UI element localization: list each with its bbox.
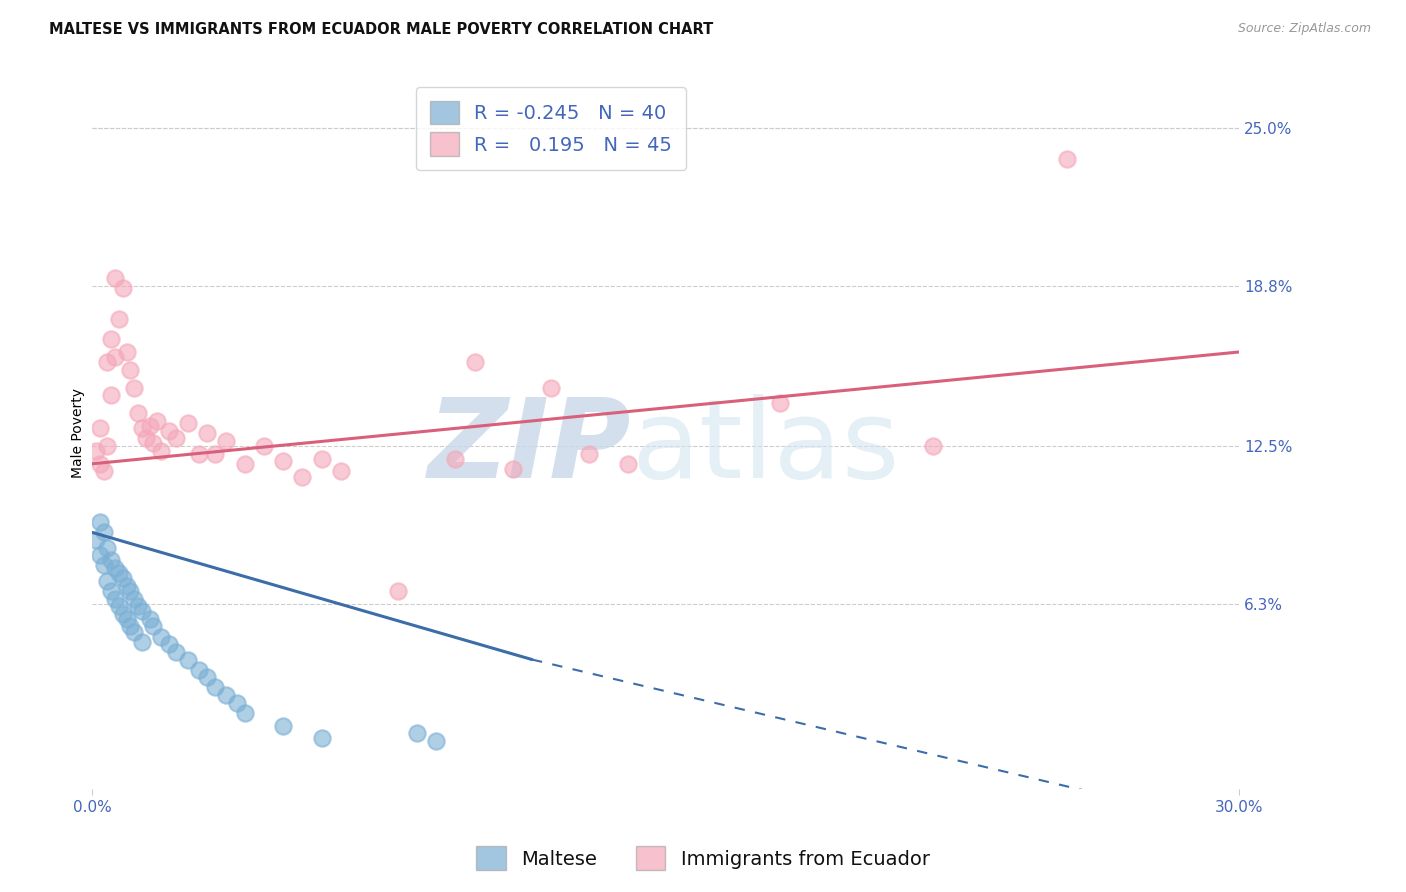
Point xyxy=(195,426,218,441)
Point xyxy=(406,726,429,740)
Point xyxy=(84,533,107,547)
Point xyxy=(93,525,115,540)
Point xyxy=(177,652,200,666)
Point xyxy=(111,281,134,295)
Point xyxy=(100,332,122,346)
Text: MALTESE VS IMMIGRANTS FROM ECUADOR MALE POVERTY CORRELATION CHART: MALTESE VS IMMIGRANTS FROM ECUADOR MALE … xyxy=(49,22,713,37)
Point xyxy=(122,624,145,639)
Legend: R = -0.245   N = 40, R =   0.195   N = 45: R = -0.245 N = 40, R = 0.195 N = 45 xyxy=(416,87,686,169)
Point xyxy=(96,541,118,555)
Point xyxy=(131,634,153,648)
Point xyxy=(215,688,238,702)
Point xyxy=(120,583,142,598)
Point xyxy=(131,604,153,618)
Point xyxy=(93,464,115,478)
Point xyxy=(311,451,333,466)
Point xyxy=(108,599,131,614)
Point xyxy=(150,444,173,458)
Point xyxy=(115,345,138,359)
Point xyxy=(138,612,160,626)
Point xyxy=(127,599,149,614)
Point xyxy=(922,439,945,453)
Point xyxy=(177,416,200,430)
Point xyxy=(425,734,447,748)
Legend: Maltese, Immigrants from Ecuador: Maltese, Immigrants from Ecuador xyxy=(468,838,938,878)
Point xyxy=(195,670,218,684)
Point xyxy=(188,663,211,677)
Point xyxy=(111,571,134,585)
Point xyxy=(150,630,173,644)
Point xyxy=(100,583,122,598)
Y-axis label: Male Poverty: Male Poverty xyxy=(72,388,86,478)
Point xyxy=(204,681,226,695)
Point xyxy=(157,637,180,651)
Point xyxy=(215,434,238,448)
Point xyxy=(96,439,118,453)
Point xyxy=(120,619,142,633)
Text: Source: ZipAtlas.com: Source: ZipAtlas.com xyxy=(1237,22,1371,36)
Point xyxy=(89,457,111,471)
Point xyxy=(188,447,211,461)
Point xyxy=(444,451,467,466)
Point xyxy=(104,591,127,606)
Point xyxy=(131,421,153,435)
Point xyxy=(142,619,165,633)
Point xyxy=(122,380,145,394)
Point xyxy=(204,447,226,461)
Point xyxy=(100,553,122,567)
Point xyxy=(233,457,256,471)
Point xyxy=(135,431,157,445)
Point xyxy=(165,431,187,445)
Point xyxy=(120,363,142,377)
Point xyxy=(226,696,249,710)
Point xyxy=(329,464,352,478)
Point xyxy=(104,561,127,575)
Point xyxy=(464,355,486,369)
Point xyxy=(96,574,118,588)
Point xyxy=(273,454,295,468)
Point xyxy=(108,312,131,326)
Point xyxy=(146,414,169,428)
Point xyxy=(142,436,165,450)
Point xyxy=(540,380,562,394)
Point xyxy=(233,706,256,720)
Point xyxy=(89,549,111,563)
Point xyxy=(115,579,138,593)
Point xyxy=(111,607,134,621)
Point xyxy=(104,350,127,364)
Point xyxy=(1056,152,1078,166)
Point xyxy=(96,355,118,369)
Point xyxy=(769,396,792,410)
Point xyxy=(108,566,131,580)
Point xyxy=(84,444,107,458)
Point xyxy=(616,457,638,471)
Text: ZIP: ZIP xyxy=(427,394,631,501)
Point xyxy=(311,731,333,746)
Point xyxy=(502,462,524,476)
Point xyxy=(165,645,187,659)
Point xyxy=(253,439,276,453)
Point xyxy=(100,388,122,402)
Point xyxy=(138,418,160,433)
Point xyxy=(578,447,600,461)
Point xyxy=(127,406,149,420)
Point xyxy=(115,612,138,626)
Point xyxy=(387,583,409,598)
Point xyxy=(93,558,115,573)
Point xyxy=(122,591,145,606)
Point xyxy=(89,421,111,435)
Point xyxy=(291,469,314,483)
Point xyxy=(273,718,295,732)
Point xyxy=(157,424,180,438)
Text: atlas: atlas xyxy=(631,394,900,501)
Point xyxy=(104,271,127,285)
Point xyxy=(89,515,111,529)
